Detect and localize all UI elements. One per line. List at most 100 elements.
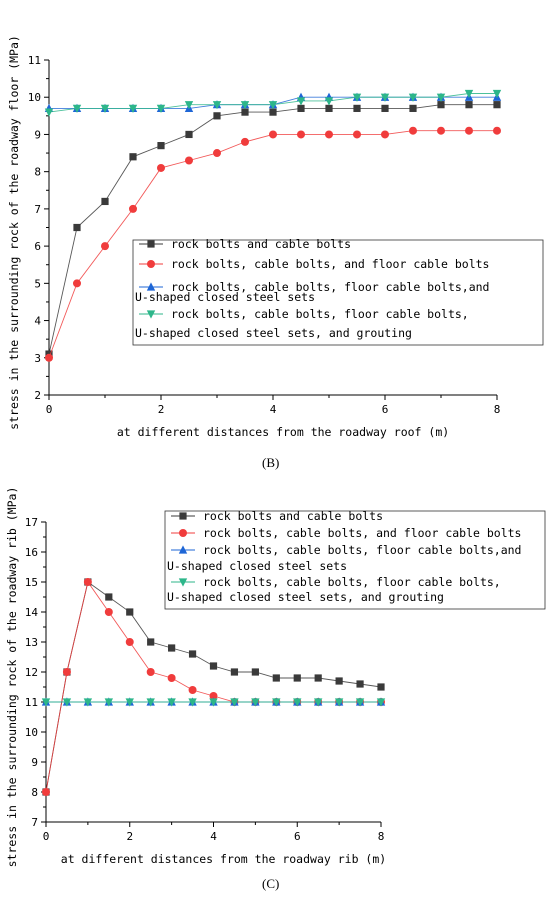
- data-point: [156, 104, 166, 113]
- legend-label: U-shaped closed steel sets: [167, 559, 347, 573]
- legend-label: U-shaped closed steel sets, and grouting: [167, 590, 444, 604]
- data-point: [269, 130, 277, 139]
- data-point: [83, 698, 93, 707]
- data-point: [377, 683, 385, 691]
- data-point: [147, 638, 155, 646]
- data-point: [493, 126, 501, 135]
- legend-marker: [178, 578, 188, 587]
- series-line: [45, 581, 382, 793]
- data-point: [105, 593, 113, 601]
- chart-c: 0 2 4 6 8 7 8 9 10 11 12 13 14 15 16 17 at different dis…: [5, 487, 546, 868]
- y-tick-label: 9: [34, 128, 41, 141]
- y-axis-label: stress in the surrounding rock of the ro…: [5, 487, 19, 868]
- data-point: [129, 153, 137, 161]
- data-point: [101, 242, 109, 251]
- panel-label-b: (B): [262, 455, 280, 470]
- data-point: [167, 674, 176, 682]
- data-point: [146, 668, 155, 676]
- data-point: [101, 197, 109, 206]
- legend-box: [132, 239, 544, 346]
- data-point: [230, 698, 239, 707]
- data-point: [45, 353, 53, 362]
- data-point: [240, 101, 250, 110]
- legend-marker: [147, 240, 155, 248]
- data-point: [352, 93, 362, 102]
- data-point: [437, 101, 445, 109]
- data-point: [104, 608, 113, 616]
- data-point: [209, 662, 218, 670]
- data-point: [272, 698, 281, 707]
- y-tick-label: 12: [25, 666, 38, 679]
- data-point: [353, 104, 361, 112]
- legend: rock bolts and cable bolts rock bolts, ca…: [164, 509, 546, 610]
- data-point: [188, 686, 197, 694]
- data-point: [212, 101, 222, 110]
- data-point: [62, 668, 71, 676]
- data-point: [465, 101, 473, 109]
- legend-label: U-shaped closed steel sets, and grouting: [135, 326, 412, 340]
- data-point: [213, 149, 221, 158]
- y-tick-label: 8: [31, 786, 38, 799]
- legend-marker: [179, 529, 187, 537]
- data-point: [409, 126, 417, 135]
- panel-label-c: (C): [262, 876, 280, 891]
- legend-label: rock bolts, cable bolts, floor cable bol…: [171, 280, 490, 294]
- data-point: [334, 698, 344, 707]
- data-point: [324, 97, 334, 106]
- legend: rock bolts and cable bolts rock bolts, ca…: [132, 237, 544, 346]
- y-tick-label: 11: [28, 54, 41, 67]
- x-tick-label: 6: [294, 830, 301, 843]
- legend-marker: [147, 260, 155, 268]
- x-tick-label: 8: [494, 403, 501, 416]
- data-point: [104, 698, 114, 707]
- x-axis-label: at different distances from the roadway …: [61, 852, 386, 866]
- y-tick-label: 6: [34, 240, 41, 253]
- data-point: [269, 108, 277, 116]
- y-tick-label: 7: [31, 816, 38, 829]
- x-tick-label: 6: [382, 403, 389, 416]
- data-point: [492, 89, 502, 99]
- data-point: [157, 142, 165, 150]
- data-point: [72, 104, 82, 113]
- data-point: [188, 650, 197, 658]
- y-tick-label: 17: [25, 516, 38, 529]
- data-point: [146, 698, 155, 707]
- x-tick-label: 2: [158, 403, 165, 416]
- data-point: [126, 608, 134, 616]
- data-point: [241, 108, 249, 116]
- data-point: [251, 698, 260, 707]
- data-point: [213, 112, 221, 120]
- data-point: [62, 698, 72, 707]
- legend-label: rock bolts, cable bolts, and floor cable…: [203, 526, 522, 540]
- data-point: [381, 130, 389, 139]
- data-point: [268, 101, 278, 110]
- y-tick-label: 8: [34, 166, 41, 179]
- data-point: [355, 698, 365, 707]
- data-point: [297, 104, 305, 112]
- data-point: [41, 698, 51, 707]
- data-point: [325, 130, 333, 139]
- legend-marker: [178, 545, 188, 554]
- y-tick-label: 13: [25, 636, 38, 649]
- data-point: [437, 126, 445, 135]
- data-point: [128, 104, 138, 113]
- data-point: [493, 101, 501, 109]
- legend-label: rock bolts, cable bolts, floor cable bol…: [203, 575, 501, 589]
- series-4: [41, 698, 386, 707]
- x-axis-label: at different distances from the roadway …: [117, 425, 449, 439]
- data-point: [44, 108, 54, 117]
- x-tick-label: 4: [270, 403, 277, 416]
- data-point: [381, 104, 389, 112]
- data-point: [313, 698, 323, 707]
- y-tick-label: 5: [34, 277, 41, 290]
- data-point: [408, 93, 418, 102]
- legend-label: rock bolts, cable bolts, floor cable bol…: [171, 307, 469, 321]
- data-point: [125, 698, 134, 707]
- legend-marker: [179, 512, 187, 520]
- y-tick-label: 14: [25, 606, 39, 619]
- data-point: [209, 692, 218, 700]
- data-point: [380, 93, 390, 102]
- x-tick-label: 2: [126, 830, 133, 843]
- data-point: [376, 698, 386, 707]
- y-tick-label: 10: [28, 91, 41, 104]
